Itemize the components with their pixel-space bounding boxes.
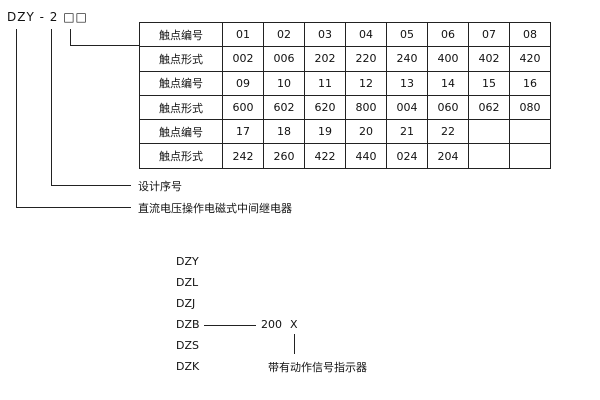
table-row: 触点形式 600 602 620 800 004 060 062 080 <box>139 94 551 121</box>
indicator-label: 带有动作信号指示器 <box>268 361 367 374</box>
connector-line <box>70 29 71 45</box>
table-cell: 03 <box>304 21 346 48</box>
table-cell: 242 <box>222 143 264 169</box>
connector-line <box>70 45 139 46</box>
connector-line <box>294 334 295 354</box>
table-cell: 04 <box>345 21 387 48</box>
table-cell: 202 <box>304 46 346 72</box>
row-label: 触点编号 <box>139 119 223 145</box>
table-cell: 080 <box>509 94 551 121</box>
row-label: 触点形式 <box>139 143 223 169</box>
table-cell: 062 <box>468 94 510 121</box>
connector-line <box>16 207 131 208</box>
connector-line <box>51 185 131 186</box>
suffix-group: 200 X <box>261 318 298 331</box>
table-cell: 02 <box>263 21 305 48</box>
table-cell: 14 <box>427 70 469 96</box>
table-cell: 07 <box>468 21 510 48</box>
table-cell: 12 <box>345 70 387 96</box>
table-cell: 420 <box>509 46 551 72</box>
row-label: 触点形式 <box>139 94 223 121</box>
table-cell <box>509 143 551 169</box>
connector-line <box>204 325 256 326</box>
model-code: DZY - 2 □□ <box>7 10 88 24</box>
design-serial-label: 设计序号 <box>138 180 182 193</box>
suffix-x: X <box>290 318 298 331</box>
table-cell: 16 <box>509 70 551 96</box>
series-item: DZS <box>176 339 199 352</box>
table-cell: 21 <box>386 119 428 145</box>
table-cell: 422 <box>304 143 346 169</box>
table-cell: 024 <box>386 143 428 169</box>
table-cell: 17 <box>222 119 264 145</box>
table-cell: 220 <box>345 46 387 72</box>
table-cell: 060 <box>427 94 469 121</box>
table-cell: 15 <box>468 70 510 96</box>
suffix-code: 200 <box>261 318 282 331</box>
table-cell: 240 <box>386 46 428 72</box>
table-cell: 19 <box>304 119 346 145</box>
table-row: 触点编号 09 10 11 12 13 14 15 16 <box>139 70 551 96</box>
table-cell: 13 <box>386 70 428 96</box>
table-cell: 204 <box>427 143 469 169</box>
table-cell: 440 <box>345 143 387 169</box>
table-cell: 10 <box>263 70 305 96</box>
table-cell: 004 <box>386 94 428 121</box>
table-cell: 08 <box>509 21 551 48</box>
table-cell: 06 <box>427 21 469 48</box>
table-cell: 600 <box>222 94 264 121</box>
connector-line <box>16 29 17 207</box>
table-cell: 11 <box>304 70 346 96</box>
relay-type-label: 直流电压操作电磁式中间继电器 <box>138 202 292 215</box>
series-item: DZK <box>176 360 200 373</box>
connector-line <box>51 29 52 185</box>
series-item: DZL <box>176 276 199 289</box>
table-cell: 05 <box>386 21 428 48</box>
contact-table: 触点编号 01 02 03 04 05 06 07 08 触点形式 002 006 202 220 240 4… <box>139 21 551 169</box>
table-cell: 620 <box>304 94 346 121</box>
table-cell: 006 <box>263 46 305 72</box>
row-label: 触点编号 <box>139 70 223 96</box>
table-cell: 002 <box>222 46 264 72</box>
table-cell: 01 <box>222 21 264 48</box>
table-cell: 09 <box>222 70 264 96</box>
table-cell: 18 <box>263 119 305 145</box>
table-cell <box>509 119 551 145</box>
table-row: 触点编号 01 02 03 04 05 06 07 08 <box>139 21 551 48</box>
table-cell: 402 <box>468 46 510 72</box>
table-cell: 22 <box>427 119 469 145</box>
table-cell: 400 <box>427 46 469 72</box>
series-item: DZJ <box>176 297 196 310</box>
table-cell: 20 <box>345 119 387 145</box>
table-cell: 260 <box>263 143 305 169</box>
table-cell: 800 <box>345 94 387 121</box>
row-label: 触点形式 <box>139 46 223 72</box>
series-item: DZB <box>176 318 200 331</box>
table-cell <box>468 119 510 145</box>
table-row: 触点形式 242 260 422 440 024 204 <box>139 143 551 169</box>
table-row: 触点编号 17 18 19 20 21 22 <box>139 119 551 145</box>
series-item: DZY <box>176 255 199 268</box>
table-cell: 602 <box>263 94 305 121</box>
table-cell <box>468 143 510 169</box>
row-label: 触点编号 <box>139 21 223 48</box>
table-row: 触点形式 002 006 202 220 240 400 402 420 <box>139 46 551 72</box>
